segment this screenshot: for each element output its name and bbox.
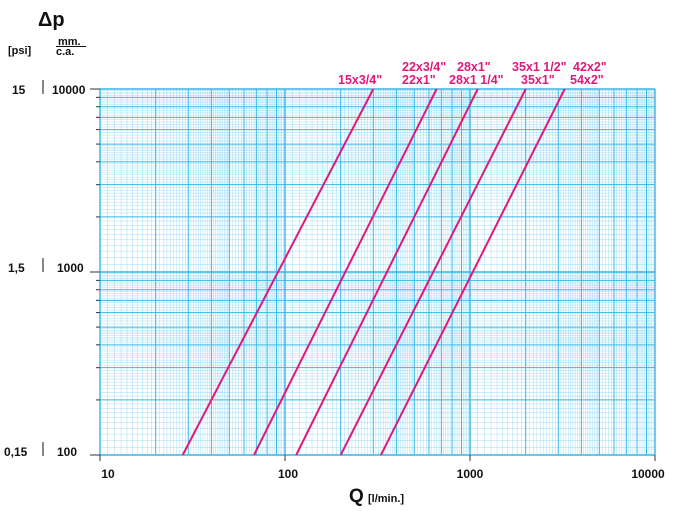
y-tick-psi-15: 15	[12, 83, 26, 97]
x-axis-unit: [l/min.]	[368, 493, 404, 505]
x-tick-100: 100	[278, 467, 298, 481]
series-label-35x1-1-2: 35x1 1/2"	[512, 60, 567, 74]
series-label-22x1: 22x1"	[402, 73, 436, 87]
series-lines	[181, 88, 566, 456]
series-label-28x1-1-4: 28x1 1/4"	[449, 73, 504, 87]
series-line-2	[253, 88, 438, 456]
series-label-22x3-4: 22x3/4"	[402, 60, 446, 74]
series-line-1	[181, 88, 375, 456]
series-line-4	[339, 88, 527, 456]
y-unit-mm-top: mm.	[58, 36, 81, 48]
series-label-35x1: 35x1"	[521, 73, 555, 87]
series-line-5	[380, 88, 566, 456]
y-tick-psi-1-5: 1,5	[8, 261, 25, 275]
x-tick-10: 10	[101, 467, 115, 481]
y-tick-mm-1000: 1000	[57, 261, 84, 275]
y-tick-mm-10000: 10000	[52, 83, 86, 97]
x-axis-title: Q	[349, 486, 364, 507]
series-line-3	[295, 88, 479, 456]
x-tick-10000: 10000	[631, 467, 665, 481]
y-unit-psi: [psi]	[8, 45, 32, 57]
series-label-42x2: 42x2"	[573, 60, 607, 74]
y-tick-psi-0-15: 0,15	[4, 445, 28, 459]
series-label-28x1: 28x1"	[457, 60, 491, 74]
major-grid	[99, 88, 656, 456]
y-axis-symbol: Δp	[38, 9, 65, 31]
y-tick-mm-100: 100	[57, 445, 77, 459]
y-unit-mm-bottom: c.a.	[56, 46, 74, 58]
axis-ticks	[90, 88, 656, 461]
x-tick-1000: 1000	[457, 467, 484, 481]
series-label-54x2: 54x2"	[570, 73, 604, 87]
series-label-15x3-4: 15x3/4"	[338, 73, 382, 87]
